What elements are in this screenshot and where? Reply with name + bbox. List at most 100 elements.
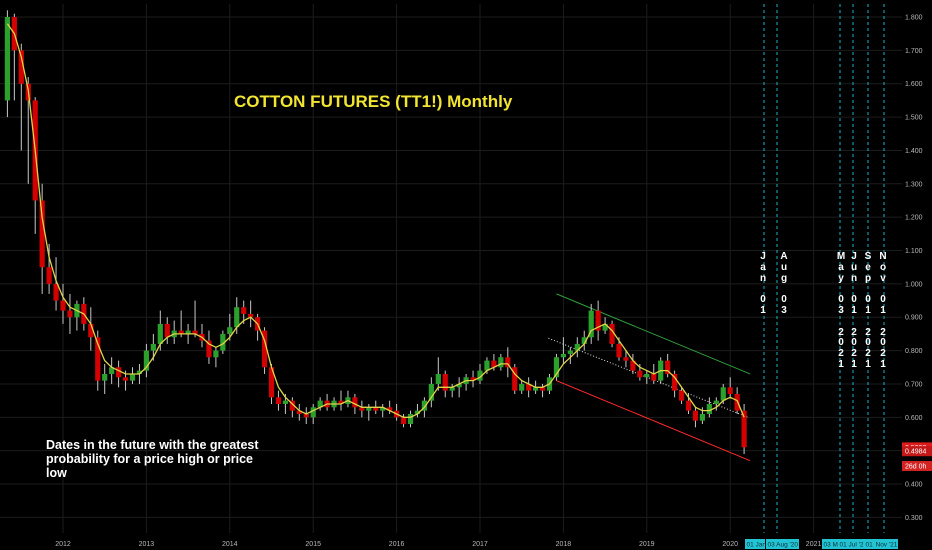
candle-body: [456, 383, 462, 388]
time-badge-label: Nov '21: [876, 542, 898, 549]
candle-body: [102, 373, 108, 381]
candle-body: [18, 50, 24, 84]
time-tick-label: 2013: [139, 541, 155, 548]
candle-body: [435, 373, 441, 384]
price-badge: [902, 461, 932, 471]
price-tick-label: 0.900: [905, 315, 923, 322]
price-tick-label: 0.600: [905, 415, 923, 422]
candle-body: [678, 390, 685, 401]
candle-body: [539, 387, 546, 391]
time-badge-label: 01 Jan '20: [747, 542, 777, 549]
time-badge: [822, 539, 838, 549]
candle-body: [282, 400, 288, 404]
candle-body: [261, 330, 268, 368]
moving-average-line: [6, 23, 745, 418]
candle-body: [741, 410, 747, 448]
price-tick-label: 1.300: [905, 181, 923, 188]
candle-body: [359, 407, 365, 411]
time-tick-label: 2012: [55, 541, 71, 548]
future-date-lines: [763, 4, 885, 533]
candle-body: [574, 343, 580, 351]
candle-body: [116, 367, 122, 378]
candle-body: [275, 397, 282, 404]
candle-body: [88, 323, 94, 338]
candle-body: [109, 367, 115, 374]
candle-body: [581, 337, 587, 344]
candle-body: [449, 387, 455, 391]
candle-body: [713, 400, 719, 404]
price-badge: [902, 446, 932, 457]
time-badge-label: 03 Aug '20: [768, 542, 799, 549]
candle-body: [366, 407, 372, 411]
chart-grid: [0, 4, 902, 533]
price-tick-label: 1.700: [905, 48, 923, 55]
time-badge-label: 01 Jul '21: [840, 542, 868, 549]
candle-body: [39, 200, 45, 268]
candle-body: [338, 400, 344, 404]
candle-body: [727, 387, 733, 394]
candle-body: [630, 360, 636, 371]
candle-body: [665, 360, 671, 374]
candle-body: [567, 350, 573, 354]
candle-body: [178, 330, 184, 334]
candle-body: [470, 377, 476, 381]
candle-body: [289, 400, 295, 411]
candle-body: [560, 353, 566, 358]
candle-body: [310, 407, 316, 418]
candle-body: [533, 387, 539, 391]
candle-body: [602, 323, 608, 331]
price-tick-label: 1.800: [905, 15, 923, 22]
price-tick-label: 1.100: [905, 248, 923, 255]
candle-body: [67, 310, 73, 318]
candle-body: [213, 350, 219, 358]
candle-body: [505, 357, 511, 368]
candle-body: [699, 413, 705, 421]
candle-body: [672, 373, 678, 391]
price-tick-label: 1.000: [905, 281, 923, 288]
candle-body: [129, 373, 136, 381]
time-tick-label: 2015: [305, 541, 321, 548]
candle-body: [53, 283, 59, 301]
candle-body: [651, 373, 657, 381]
time-tick-label: 2016: [389, 541, 405, 548]
candle-body: [526, 383, 532, 391]
time-badge: [766, 539, 799, 549]
time-tick-label: 2021: [806, 541, 822, 548]
price-tick-label: 1.200: [905, 215, 923, 222]
time-badge: [838, 539, 864, 549]
candle-body: [512, 367, 518, 391]
candle-body: [143, 350, 149, 371]
time-axis[interactable]: 2012 2013 2014 2015 2016 2017 2018 2019 2020 2021: [55, 541, 821, 548]
price-tick-label: 0.300: [905, 515, 923, 522]
price-tick-label: 1.500: [905, 115, 923, 122]
candle-body: [498, 357, 504, 368]
candle-body: [303, 413, 309, 418]
trendlines: [548, 293, 751, 462]
candle-body: [136, 370, 143, 374]
price-badge-label: 26d 0h: [905, 464, 927, 471]
time-badge: [745, 539, 765, 549]
candle-body: [421, 400, 427, 411]
candle-body: [588, 310, 594, 338]
chart-annotation: Dates in the future with the greatest pr…: [46, 438, 259, 480]
candle-body: [407, 413, 414, 424]
candle-body: [185, 330, 191, 334]
price-tick-label: 0.700: [905, 381, 923, 388]
candle-body: [46, 267, 52, 284]
candle-body: [720, 387, 726, 401]
candle-body: [477, 370, 483, 381]
time-tick-label: 2019: [639, 541, 655, 548]
candle-body: [220, 333, 226, 351]
candle-body: [706, 403, 712, 414]
price-tick-label: 0.800: [905, 348, 923, 355]
candle-body: [414, 410, 421, 414]
candle-body: [644, 373, 650, 378]
candle-body: [248, 313, 254, 318]
candle-body: [206, 340, 212, 358]
time-tick-label: 2017: [472, 541, 488, 548]
